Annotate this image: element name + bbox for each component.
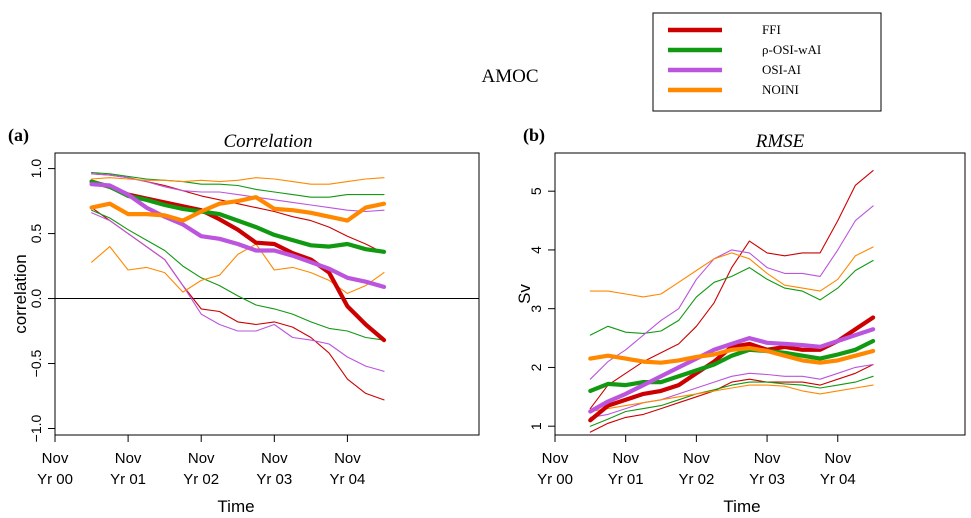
x-tick-label: Yr 02 [183, 471, 219, 488]
x-tick-label: Nov [542, 450, 569, 467]
y-tick-label: 2 [528, 363, 544, 371]
legend-label-osi-wai: ρ-OSI-wAI [762, 42, 821, 57]
legend-label-noini: NOINI [762, 82, 799, 97]
x-tick-label: Nov [824, 450, 851, 467]
x-axis-label-a: Time [217, 497, 254, 516]
x-tick-label: Yr 00 [37, 471, 73, 488]
series-line-noini-mean-9 [588, 346, 876, 365]
series-line-osi-ai-bound-7 [589, 205, 874, 380]
x-tick-label: Yr 03 [749, 471, 785, 488]
panel-title-a: Correlation [223, 131, 312, 152]
panel-label-b: (b) [523, 125, 545, 146]
plot-frame-b [554, 152, 966, 436]
series-line-ffi-bound-2 [589, 363, 874, 433]
legend-label-osi-ai: OSI-AI [762, 62, 801, 77]
x-tick-label: Nov [188, 450, 215, 467]
legend-label-ffi: FFI [762, 22, 781, 37]
y-tick-label: −0.5 [28, 349, 44, 377]
plot-frame-a [54, 152, 480, 436]
x-tick-label: Nov [754, 450, 781, 467]
series-line-noini-bound-10 [589, 246, 874, 298]
series-line-osi-wai-bound-4 [91, 171, 385, 198]
figure-title: AMOC [481, 66, 538, 87]
series-line-noini-bound-10 [91, 177, 385, 185]
x-tick-label: Nov [42, 450, 69, 467]
series-line-noini-bound-11 [589, 384, 874, 413]
y-tick-label: −1.0 [28, 414, 44, 442]
series-line-osi-wai-mean-3 [89, 179, 387, 254]
series-line-osi-ai-bound-8 [589, 363, 874, 418]
series-line-osi-ai-mean-6 [89, 182, 387, 289]
panel-title-b: RMSE [755, 131, 805, 152]
panel-correlation: (a) Correlation −1.0 −0.5 0.0 0.5 1.0 Nov Yr … [8, 125, 480, 516]
y-tick-label: 1.0 [28, 159, 44, 179]
x-tick-label: Nov [115, 450, 142, 467]
x-tick-label: Yr 01 [608, 471, 644, 488]
y-tick-label: 1 [528, 422, 544, 430]
panel-rmse: (b) RMSE 1 2 3 4 5 Nov Yr 00 Nov Yr 01 Nov Yr 02 N… [515, 125, 966, 516]
series-line-osi-wai-mean-3 [588, 338, 876, 393]
y-tick-label: 3 [528, 305, 544, 313]
x-tick-label: Nov [612, 450, 639, 467]
series-line-osi-ai-mean-6 [588, 327, 876, 414]
y-tick-label: 4 [528, 246, 544, 254]
x-tick-label: Nov [261, 450, 288, 467]
series-line-noini-bound-11 [91, 243, 385, 294]
x-tick-label: Nov [334, 450, 361, 467]
panel-label-a: (a) [8, 125, 29, 146]
x-tick-label: Yr 04 [820, 471, 856, 488]
x-axis-label-b: Time [723, 497, 760, 516]
x-tick-label: Nov [683, 450, 710, 467]
x-tick-label: Yr 04 [329, 471, 365, 488]
y-axis-label-a: correlation [11, 254, 30, 333]
x-tick-label: Yr 01 [110, 471, 146, 488]
y-tick-label: 5 [528, 187, 544, 195]
series-line-ffi-bound-2 [91, 207, 385, 401]
series-line-osi-wai-bound-5 [589, 375, 874, 427]
series-line-noini-mean-9 [89, 195, 387, 223]
legend: FFI ρ-OSI-wAI OSI-AI NOINI [652, 12, 882, 112]
series-line-osi-wai-bound-5 [91, 209, 385, 341]
series-line-ffi-mean-0 [89, 179, 387, 343]
y-tick-label: 0.5 [28, 224, 44, 244]
x-tick-label: Yr 02 [678, 471, 714, 488]
series-line-ffi-bound-1 [589, 170, 874, 410]
x-tick-label: Yr 03 [256, 471, 292, 488]
y-axis-label-b: Sv [515, 284, 534, 304]
y-tick-label: 0.0 [28, 289, 44, 309]
series-line-osi-wai-bound-4 [589, 259, 874, 336]
x-tick-label: Yr 00 [537, 471, 573, 488]
series-line-osi-ai-bound-8 [91, 212, 385, 372]
